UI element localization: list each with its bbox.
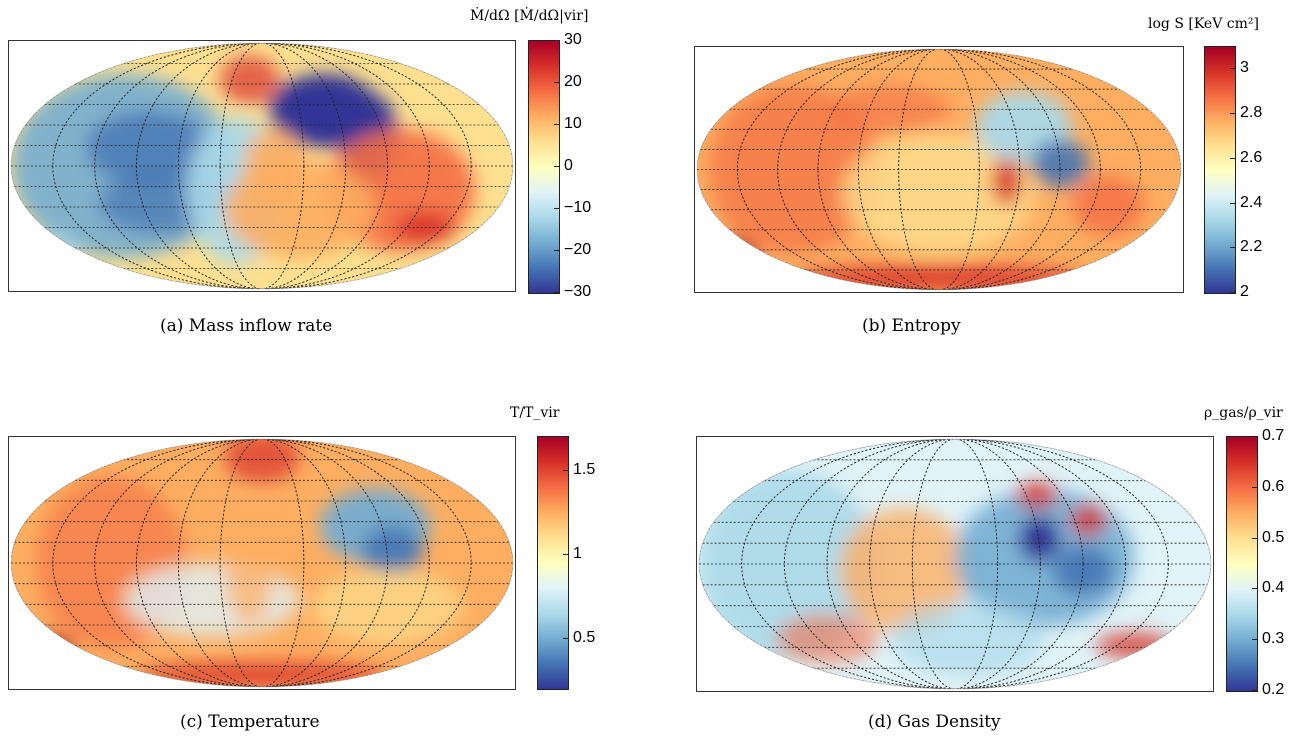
colorbar-tick-mark <box>554 82 559 83</box>
meridian-line <box>177 43 347 289</box>
colorbar-tick-label: 2.6 <box>1240 148 1263 166</box>
meridian-line <box>94 43 430 289</box>
colorbar-a <box>528 40 560 294</box>
colorbar-tick-label: −30 <box>564 283 592 300</box>
colorbar-label-a: Ṁ/dΩ [Ṁ/dΩ|vir] <box>470 8 589 24</box>
caption-c: (c) Temperature <box>180 712 320 732</box>
colorbar-tick-mark <box>1252 486 1257 488</box>
colorbar-tick-label: 0.5 <box>573 628 596 646</box>
colorbar-tick-label: 0.4 <box>1262 579 1285 597</box>
meridian-line <box>857 49 1021 290</box>
map-outline <box>10 42 514 290</box>
colorbar-tick-mark <box>563 553 568 555</box>
colorbar-tick-label: 2.4 <box>1240 193 1263 211</box>
colorbar-c <box>537 436 569 690</box>
colorbar-label-c: T/T_vir <box>510 405 560 421</box>
colorbar-tick-label: 2 <box>1240 283 1249 300</box>
colorbar-tick-mark <box>1230 202 1235 204</box>
mollweide-map-d <box>698 438 1212 690</box>
meridian-line <box>94 439 430 687</box>
colorbar-tick-mark <box>1230 247 1235 249</box>
colorbar-tick-mark <box>1252 436 1257 437</box>
colorbar-tick-mark <box>554 124 559 125</box>
mollweide-map-a <box>10 42 514 290</box>
colorbar-tick-mark <box>1252 588 1257 590</box>
colorbar-tick-mark <box>1252 537 1257 539</box>
colorbar-tick-label: 0.5 <box>1262 528 1285 546</box>
colorbar-tick-mark <box>563 637 568 639</box>
caption-d: (d) Gas Density <box>868 712 1001 732</box>
colorbar-tick-mark <box>1230 292 1235 293</box>
colorbar-tick-label: 20 <box>564 73 582 90</box>
mollweide-map-c <box>10 438 514 688</box>
colorbar-tick-label: 0.3 <box>1262 630 1285 648</box>
colorbar-tick-label: 0.7 <box>1262 427 1285 444</box>
colorbar-tick-mark <box>554 40 559 41</box>
map-panel-a <box>8 40 516 292</box>
colorbar-tick-mark <box>554 208 559 209</box>
colorbar-tick-label: 0 <box>564 157 573 174</box>
colorbar-tick-mark <box>563 469 568 471</box>
map-panel-b <box>694 46 1184 293</box>
colorbar-tick-label: 0.2 <box>1262 681 1285 698</box>
colorbar-tick-mark <box>1230 113 1235 115</box>
meridian-line <box>177 439 347 687</box>
colorbar-tick-label: −10 <box>564 199 592 216</box>
mollweide-map-b <box>696 48 1182 291</box>
colorbar-tick-label: 2.2 <box>1240 238 1263 256</box>
map-panel-c <box>8 436 516 690</box>
map-field <box>699 439 1211 689</box>
colorbar-tick-mark <box>1252 690 1257 691</box>
map-field <box>11 439 513 687</box>
map-field <box>697 49 1181 290</box>
map-panel-d <box>696 436 1214 692</box>
graticule <box>11 439 513 687</box>
meridian-line <box>817 49 1061 290</box>
colorbar-tick-mark <box>1230 157 1235 159</box>
graticule <box>697 49 1181 290</box>
map-outline <box>696 48 1182 291</box>
map-outline <box>698 438 1212 690</box>
colorbar-tick-label: 1 <box>573 544 582 562</box>
colorbar-label-b: log S [KeV cm²] <box>1148 16 1259 32</box>
colorbar-label-d: ρ_gas/ρ_vir <box>1204 405 1283 421</box>
colorbar-b <box>1204 46 1236 294</box>
colorbar-tick-label: 2.8 <box>1240 104 1263 122</box>
graticule <box>11 43 513 289</box>
map-field <box>11 43 513 289</box>
map-outline <box>10 438 514 688</box>
colorbar-tick-label: 0.6 <box>1262 477 1285 495</box>
colorbar-tick-label: 3 <box>1240 59 1249 77</box>
colorbar-tick-label: 10 <box>564 115 582 132</box>
colorbar-tick-mark <box>554 250 559 251</box>
colorbar-tick-label: 30 <box>564 31 582 48</box>
colorbar-tick-label: −20 <box>564 241 592 258</box>
caption-b: (b) Entropy <box>862 316 961 336</box>
caption-a: (a) Mass inflow rate <box>160 316 333 336</box>
colorbar-tick-mark <box>554 166 559 167</box>
colorbar-tick-mark <box>554 292 559 293</box>
colorbar-tick-mark <box>1252 639 1257 641</box>
colorbar-tick-mark <box>1230 68 1235 70</box>
colorbar-d <box>1226 436 1258 692</box>
colorbar-tick-label: 1.5 <box>573 460 596 478</box>
